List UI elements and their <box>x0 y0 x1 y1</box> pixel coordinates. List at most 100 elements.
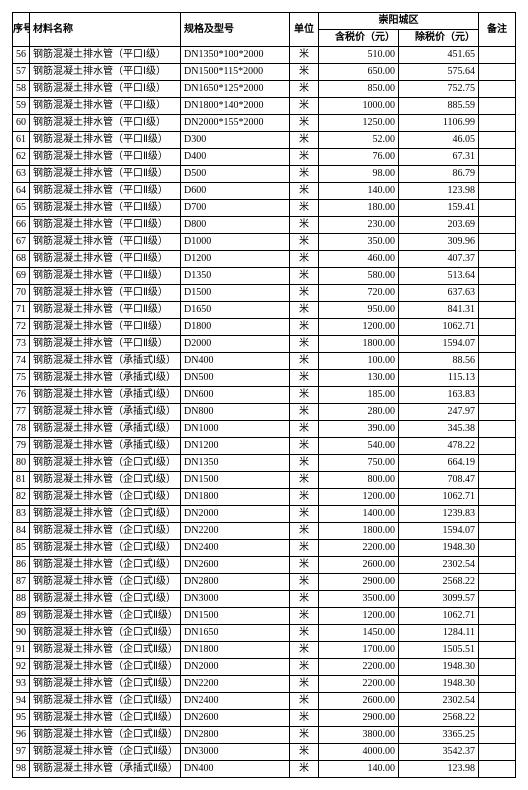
cell-spec: DN500 <box>181 370 290 387</box>
table-body: 56钢筋混凝土排水管（平口Ⅰ级）DN1350*100*2000米510.0045… <box>13 47 516 778</box>
cell-spec: DN2000 <box>181 506 290 523</box>
cell-seq: 77 <box>13 404 30 421</box>
cell-unit: 米 <box>290 319 319 336</box>
cell-name: 钢筋混凝土排水管（平口Ⅰ级） <box>30 64 181 81</box>
cell-price-notax: 1062.71 <box>399 489 479 506</box>
header-price-notax: 除税价（元） <box>399 30 479 47</box>
cell-note <box>479 98 516 115</box>
table-row: 60钢筋混凝土排水管（平口Ⅰ级）DN2000*155*2000米1250.001… <box>13 115 516 132</box>
cell-price-tax: 4000.00 <box>319 744 399 761</box>
cell-unit: 米 <box>290 285 319 302</box>
cell-spec: D1500 <box>181 285 290 302</box>
cell-price-notax: 841.31 <box>399 302 479 319</box>
table-row: 87钢筋混凝土排水管（企口式Ⅰ级）DN2800米2900.002568.22 <box>13 574 516 591</box>
cell-price-tax: 350.00 <box>319 234 399 251</box>
cell-price-notax: 1948.30 <box>399 676 479 693</box>
table-row: 92钢筋混凝土排水管（企口式Ⅱ级）DN2000米2200.001948.30 <box>13 659 516 676</box>
cell-price-notax: 67.31 <box>399 149 479 166</box>
cell-note <box>479 761 516 778</box>
cell-note <box>479 268 516 285</box>
cell-price-notax: 451.65 <box>399 47 479 64</box>
cell-name: 钢筋混凝土排水管（平口Ⅱ级） <box>30 132 181 149</box>
cell-note <box>479 438 516 455</box>
table-row: 62钢筋混凝土排水管（平口Ⅱ级）D400米76.0067.31 <box>13 149 516 166</box>
cell-unit: 米 <box>290 302 319 319</box>
table-row: 63钢筋混凝土排水管（平口Ⅱ级）D500米98.0086.79 <box>13 166 516 183</box>
cell-note <box>479 166 516 183</box>
cell-name: 钢筋混凝土排水管（平口Ⅱ级） <box>30 268 181 285</box>
cell-seq: 78 <box>13 421 30 438</box>
cell-spec: DN1200 <box>181 438 290 455</box>
cell-price-tax: 52.00 <box>319 132 399 149</box>
cell-seq: 73 <box>13 336 30 353</box>
cell-unit: 米 <box>290 557 319 574</box>
cell-note <box>479 387 516 404</box>
cell-seq: 90 <box>13 625 30 642</box>
cell-seq: 93 <box>13 676 30 693</box>
cell-note <box>479 115 516 132</box>
header-note: 备注 <box>479 13 516 47</box>
cell-name: 钢筋混凝土排水管（企口式Ⅰ级） <box>30 523 181 540</box>
cell-spec: DN2600 <box>181 557 290 574</box>
table-row: 73钢筋混凝土排水管（平口Ⅱ级）D2000米1800.001594.07 <box>13 336 516 353</box>
cell-name: 钢筋混凝土排水管（承插式Ⅰ级） <box>30 353 181 370</box>
cell-note <box>479 642 516 659</box>
cell-name: 钢筋混凝土排水管（平口Ⅱ级） <box>30 149 181 166</box>
cell-note <box>479 285 516 302</box>
cell-unit: 米 <box>290 642 319 659</box>
cell-price-notax: 163.83 <box>399 387 479 404</box>
cell-name: 钢筋混凝土排水管（承插式Ⅰ级） <box>30 387 181 404</box>
table-row: 93钢筋混凝土排水管（企口式Ⅱ级）DN2200米2200.001948.30 <box>13 676 516 693</box>
cell-price-tax: 2200.00 <box>319 659 399 676</box>
cell-spec: D1650 <box>181 302 290 319</box>
cell-unit: 米 <box>290 149 319 166</box>
cell-note <box>479 744 516 761</box>
cell-price-notax: 708.47 <box>399 472 479 489</box>
cell-price-tax: 100.00 <box>319 353 399 370</box>
cell-note <box>479 710 516 727</box>
cell-name: 钢筋混凝土排水管（平口Ⅰ级） <box>30 98 181 115</box>
cell-seq: 92 <box>13 659 30 676</box>
cell-price-tax: 140.00 <box>319 761 399 778</box>
cell-price-tax: 98.00 <box>319 166 399 183</box>
table-row: 70钢筋混凝土排水管（平口Ⅱ级）D1500米720.00637.63 <box>13 285 516 302</box>
cell-note <box>479 319 516 336</box>
cell-name: 钢筋混凝土排水管（平口Ⅱ级） <box>30 200 181 217</box>
cell-price-tax: 1800.00 <box>319 336 399 353</box>
cell-seq: 63 <box>13 166 30 183</box>
cell-price-tax: 1400.00 <box>319 506 399 523</box>
table-row: 75钢筋混凝土排水管（承插式Ⅰ级）DN500米130.00115.13 <box>13 370 516 387</box>
cell-price-tax: 2900.00 <box>319 574 399 591</box>
cell-name: 钢筋混凝土排水管（平口Ⅰ级） <box>30 81 181 98</box>
cell-name: 钢筋混凝土排水管（企口式Ⅱ级） <box>30 710 181 727</box>
cell-note <box>479 149 516 166</box>
cell-price-tax: 280.00 <box>319 404 399 421</box>
cell-name: 钢筋混凝土排水管（企口式Ⅱ级） <box>30 608 181 625</box>
table-row: 81钢筋混凝土排水管（企口式Ⅰ级）DN1500米800.00708.47 <box>13 472 516 489</box>
cell-seq: 69 <box>13 268 30 285</box>
cell-note <box>479 472 516 489</box>
header-spec: 规格及型号 <box>181 13 290 47</box>
cell-name: 钢筋混凝土排水管（承插式Ⅰ级） <box>30 421 181 438</box>
cell-note <box>479 625 516 642</box>
cell-note <box>479 132 516 149</box>
cell-price-notax: 637.63 <box>399 285 479 302</box>
cell-seq: 95 <box>13 710 30 727</box>
cell-unit: 米 <box>290 183 319 200</box>
cell-seq: 74 <box>13 353 30 370</box>
cell-note <box>479 506 516 523</box>
cell-spec: D800 <box>181 217 290 234</box>
cell-unit: 米 <box>290 659 319 676</box>
table-row: 85钢筋混凝土排水管（企口式Ⅰ级）DN2400米2200.001948.30 <box>13 540 516 557</box>
cell-price-notax: 885.59 <box>399 98 479 115</box>
cell-price-tax: 1200.00 <box>319 319 399 336</box>
cell-price-notax: 1062.71 <box>399 319 479 336</box>
cell-price-tax: 720.00 <box>319 285 399 302</box>
table-row: 98钢筋混凝土排水管（承插式Ⅱ级）DN400米140.00123.98 <box>13 761 516 778</box>
cell-spec: D400 <box>181 149 290 166</box>
cell-unit: 米 <box>290 421 319 438</box>
cell-price-tax: 1250.00 <box>319 115 399 132</box>
table-row: 95钢筋混凝土排水管（企口式Ⅱ级）DN2600米2900.002568.22 <box>13 710 516 727</box>
cell-spec: DN1800*140*2000 <box>181 98 290 115</box>
cell-note <box>479 557 516 574</box>
